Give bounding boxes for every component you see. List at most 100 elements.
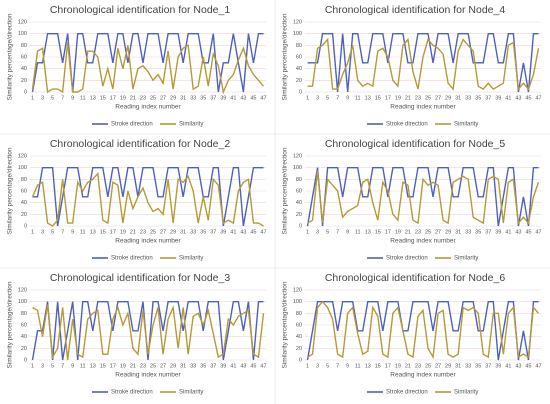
line-series (31, 171, 264, 227)
line-series (307, 170, 540, 225)
x-tick-label: 35 (200, 363, 206, 369)
x-tick-label: 31 (180, 95, 186, 101)
x-tick-label: 3 (316, 363, 319, 369)
x-tick-label: 41 (505, 363, 511, 369)
x-tick-label: 11 (355, 95, 361, 101)
line-series (306, 300, 539, 361)
chart-title: Chronological identification for Node_6 (325, 272, 506, 284)
x-tick-label: 11 (80, 229, 86, 235)
x-tick-label: 47 (535, 363, 541, 369)
x-tick-label: 13 (365, 95, 371, 101)
x-tick-label: 33 (190, 363, 196, 369)
y-axis-title: Similarity percentage/direction (282, 13, 289, 100)
x-tick-label: 33 (190, 229, 196, 235)
x-tick-label: 23 (140, 363, 146, 369)
x-tick-label: 43 (240, 95, 246, 101)
x-tick-label: 39 (220, 95, 226, 101)
x-tick-label: 23 (415, 363, 421, 369)
y-tick-label: 0 (299, 357, 302, 363)
x-tick-label: 45 (525, 95, 531, 101)
x-tick-label: 41 (230, 229, 236, 235)
x-tick-label: 17 (385, 363, 391, 369)
line-series (31, 300, 264, 361)
x-tick-label: 25 (150, 95, 156, 101)
line-series (32, 166, 264, 227)
y-tick-label: 80 (21, 311, 27, 317)
x-tick-label: 19 (395, 95, 401, 101)
x-tick-label: 45 (250, 95, 256, 101)
x-tick-label: 41 (230, 95, 236, 101)
x-tick-label: 15 (375, 95, 381, 101)
y-tick-label: 120 (293, 287, 302, 293)
x-tick-label: 25 (425, 95, 431, 101)
x-tick-label: 3 (41, 363, 44, 369)
x-tick-label: 39 (495, 95, 501, 101)
line-series (306, 166, 539, 227)
line-series (307, 300, 540, 360)
legend-label: Similarity (454, 122, 478, 128)
y-tick-label: 60 (21, 188, 27, 194)
y-tick-label: 0 (299, 89, 302, 95)
x-tick-label: 35 (475, 363, 481, 369)
chart-title: Chronological identification for Node_1 (50, 4, 231, 16)
y-tick-label: 120 (293, 19, 302, 25)
y-tick-label: 0 (24, 223, 27, 229)
x-tick-label: 19 (120, 363, 126, 369)
x-tick-label: 37 (210, 229, 216, 235)
y-tick-label: 100 (18, 165, 27, 171)
y-tick-label: 80 (296, 177, 302, 183)
x-tick-label: 3 (316, 95, 319, 101)
x-tick-label: 47 (260, 229, 266, 235)
x-tick-label: 1 (31, 95, 34, 101)
x-tick-label: 11 (355, 363, 361, 369)
x-tick-label: 27 (160, 95, 166, 101)
x-tick-label: 23 (140, 95, 146, 101)
x-tick-label: 33 (465, 229, 471, 235)
x-tick-label: 43 (240, 363, 246, 369)
y-tick-label: 120 (293, 153, 302, 159)
x-tick-label: 25 (425, 363, 431, 369)
x-tick-label: 21 (405, 229, 411, 235)
x-tick-label: 9 (71, 95, 74, 101)
y-tick-label: 120 (18, 19, 27, 25)
y-tick-label: 20 (296, 78, 302, 84)
x-tick-label: 13 (90, 363, 96, 369)
x-tick-label: 29 (170, 363, 176, 369)
x-tick-label: 25 (150, 229, 156, 235)
x-axis-title: Reading index number (390, 104, 456, 111)
y-tick-label: 0 (24, 89, 27, 95)
x-tick-label: 9 (346, 229, 349, 235)
y-tick-label: 40 (21, 66, 27, 72)
legend-label: Similarity (179, 122, 203, 128)
x-tick-label: 29 (445, 229, 451, 235)
x-tick-label: 15 (100, 95, 106, 101)
chart-title: Chronological identification for Node_4 (325, 4, 506, 16)
x-tick-label: 31 (180, 363, 186, 369)
x-tick-label: 23 (415, 229, 421, 235)
legend-label: Stroke direction (386, 122, 428, 128)
x-tick-label: 45 (525, 363, 531, 369)
line-series (32, 304, 265, 361)
y-tick-label: 40 (296, 200, 302, 206)
x-tick-label: 7 (336, 95, 339, 101)
y-axis-title: Similarity percentage/direction (282, 147, 289, 234)
x-tick-label: 17 (110, 95, 116, 101)
x-tick-label: 35 (475, 95, 481, 101)
legend-label: Similarity (454, 256, 478, 262)
x-tick-label: 3 (316, 229, 319, 235)
x-tick-label: 9 (71, 229, 74, 235)
x-tick-label: 45 (250, 229, 256, 235)
y-tick-label: 120 (18, 287, 27, 293)
chart-title: Chronological identification for Node_3 (50, 272, 231, 284)
x-tick-label: 19 (395, 229, 401, 235)
x-tick-label: 13 (90, 229, 96, 235)
x-tick-label: 21 (130, 363, 136, 369)
x-tick-label: 39 (495, 363, 501, 369)
x-tick-label: 47 (260, 95, 266, 101)
y-tick-label: 100 (293, 299, 302, 305)
y-tick-label: 0 (299, 223, 302, 229)
y-axis-title: Similarity percentage/direction (7, 147, 14, 234)
line-series (31, 42, 265, 95)
x-tick-label: 23 (415, 95, 421, 101)
